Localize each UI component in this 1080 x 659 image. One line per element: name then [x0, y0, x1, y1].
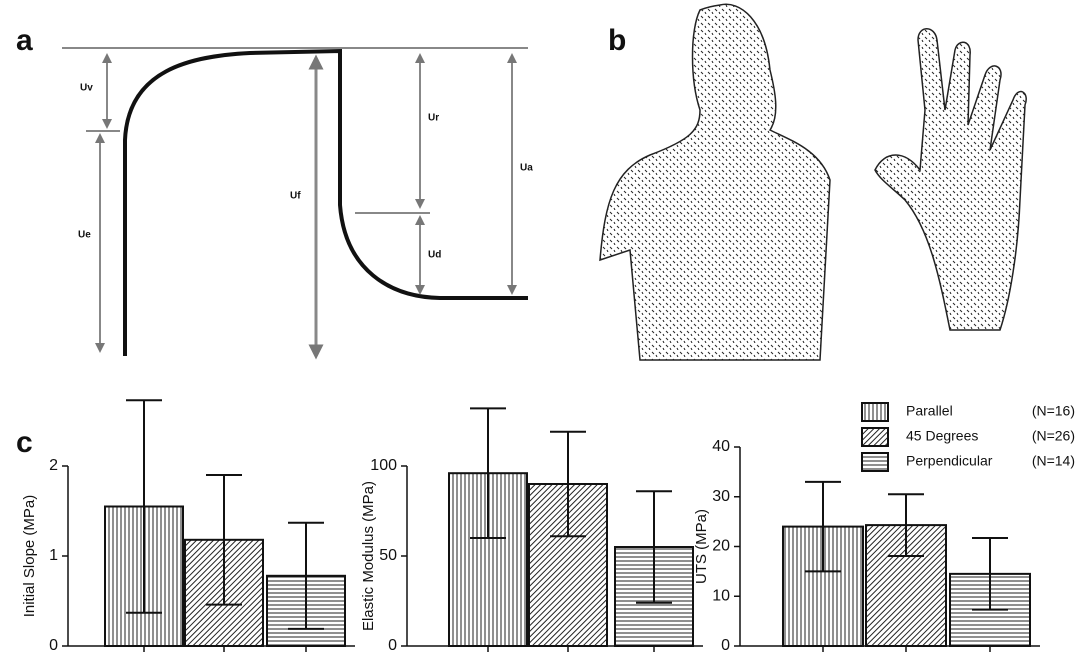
y-axis-label: UTS (MPa) [693, 509, 710, 584]
back-illustration [599, 3, 831, 361]
hand-illustration [874, 28, 1027, 331]
y-tick-label: 100 [370, 457, 397, 474]
legend-note: (N=16) [1032, 403, 1075, 419]
label: Ua [520, 163, 533, 174]
y-tick-label: 2 [49, 457, 58, 474]
arrows [86, 53, 517, 360]
legend-swatch [861, 452, 889, 472]
legend-label: 45 Degrees [906, 428, 978, 444]
curve [123, 48, 528, 356]
legend-label: Parallel [906, 403, 953, 419]
y-tick-label: 40 [712, 438, 730, 455]
y-tick-label: 1 [49, 547, 58, 564]
y-tick-label: 0 [721, 637, 730, 654]
y-tick-label: 0 [388, 637, 397, 654]
y-axis-label: Initial Slope (MPa) [21, 495, 38, 618]
panel-a: a Uv Ue Uf Ur Ud Ua [16, 24, 533, 360]
legend-note: (N=26) [1032, 428, 1075, 444]
panel-label: c [16, 426, 33, 459]
legend: Parallel (N=16) 45 Degrees (N=26) Perpendicu… [861, 402, 1075, 472]
label: Uv [80, 83, 93, 94]
legend-note: (N=14) [1032, 453, 1075, 469]
chart: 0 50 100 Elastic Modulus (MPa) [360, 407, 703, 654]
chart: 0 1 2 Initial Slope (MPa) [21, 399, 355, 654]
panel-label: a [16, 24, 33, 57]
label: Ue [78, 230, 91, 241]
y-tick-label: 0 [49, 637, 58, 654]
chart: 0 10 20 30 40 UTS (MPa) [693, 438, 1040, 654]
y-tick-label: 20 [712, 538, 730, 555]
y-tick-label: 10 [712, 587, 730, 604]
legend-swatch [861, 402, 889, 422]
label: Ur [428, 113, 439, 124]
label: Uf [290, 191, 301, 202]
panel-label: b [608, 24, 626, 57]
y-tick-label: 50 [379, 547, 397, 564]
legend-swatch [861, 427, 889, 447]
y-axis-label: Elastic Modulus (MPa) [360, 481, 377, 631]
legend-label: Perpendicular [906, 453, 993, 469]
panel-b: b [599, 3, 1027, 361]
label: Ud [428, 250, 441, 261]
y-tick-label: 30 [712, 488, 730, 505]
